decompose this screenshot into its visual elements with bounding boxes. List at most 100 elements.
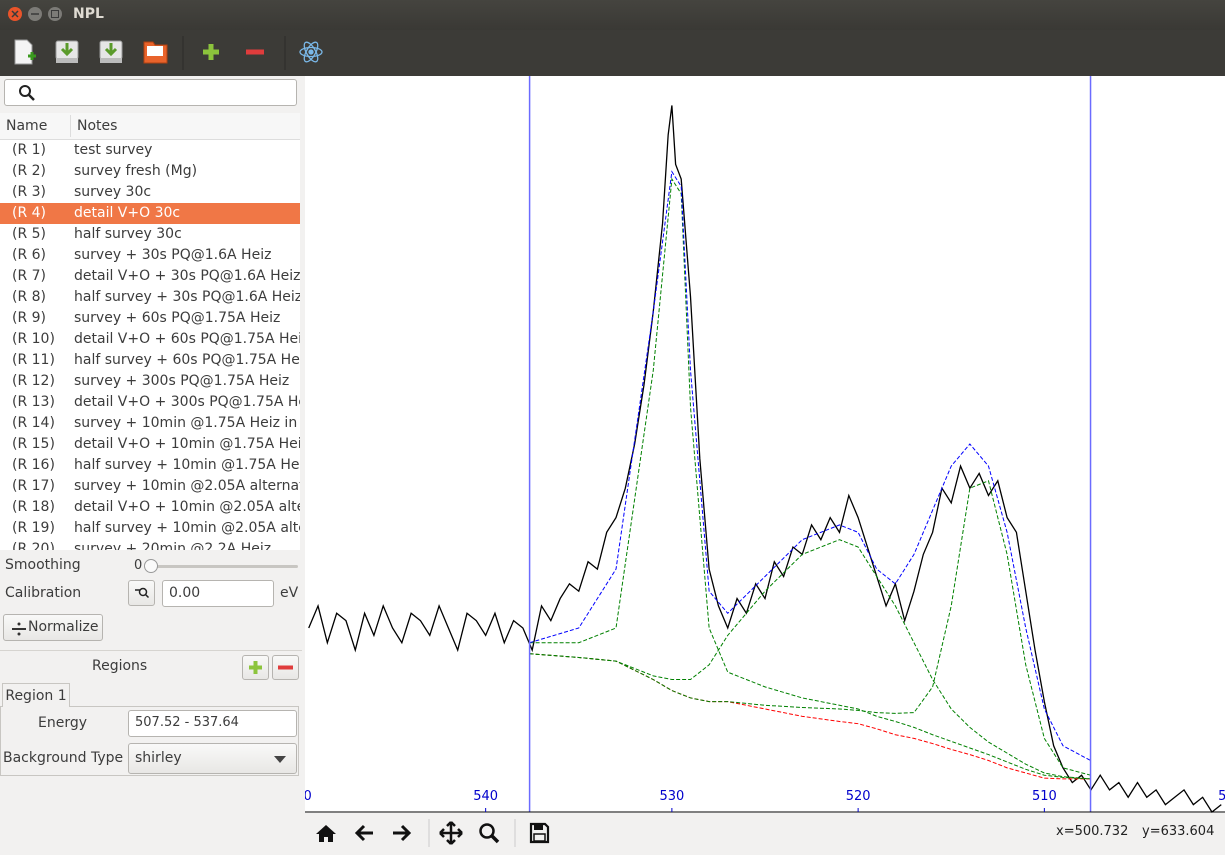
x-tick-label: 550 (305, 789, 312, 804)
calibration-value: 0.00 (169, 585, 201, 601)
x-tick-label: 540 (473, 789, 498, 804)
row-notes: survey + 10min @2.05A alternatin (74, 478, 300, 494)
table-row[interactable]: (R 17) survey + 10min @2.05A alternatin (0, 476, 300, 497)
open-button[interactable] (143, 41, 168, 64)
header-name[interactable]: Name (6, 118, 48, 134)
window-title: NPL (73, 6, 104, 22)
row-notes: detail V+O + 30s PQ@1.6A Heiz (74, 268, 300, 284)
table-row[interactable]: (R 4) detail V+O 30c (0, 203, 300, 224)
row-notes: detail V+O + 10min @2.05A altern (74, 499, 300, 515)
row-notes: survey + 20min @2.2A Heiz (74, 541, 272, 550)
slider-handle[interactable] (144, 559, 158, 573)
table-row[interactable]: (R 18) detail V+O + 10min @2.05A altern (0, 497, 300, 518)
row-notes: detail V+O 30c (74, 205, 181, 221)
zoom-button[interactable] (479, 823, 500, 844)
x-tick-label: 530 (659, 789, 684, 804)
row-name: (R 9) (12, 310, 47, 326)
row-name: (R 3) (12, 184, 47, 200)
atom-button[interactable] (299, 40, 323, 64)
energy-label: Energy (38, 715, 88, 731)
table-row[interactable]: (R 20) survey + 20min @2.2A Heiz (0, 539, 300, 550)
header-notes[interactable]: Notes (77, 118, 118, 134)
row-name: (R 4) (12, 205, 47, 221)
table-row[interactable]: (R 7) detail V+O + 30s PQ@1.6A Heiz (0, 266, 300, 287)
row-name: (R 6) (12, 247, 47, 263)
export-button[interactable] (99, 40, 123, 63)
import-button[interactable] (55, 40, 79, 63)
normalize-label: Normalize (28, 619, 99, 635)
search-box[interactable] (4, 79, 297, 106)
add-region-button[interactable] (242, 655, 269, 680)
plot-toolbar (305, 813, 1225, 851)
fit-curve (529, 653, 1091, 780)
normalize-button[interactable]: Normalize (3, 614, 103, 641)
row-notes: test survey (74, 142, 153, 158)
table-row[interactable]: (R 3) survey 30c (0, 182, 300, 203)
spectrum-line (308, 105, 1222, 813)
energy-value: 507.52 - 537.64 (135, 715, 239, 730)
dropdown-arrow (274, 756, 286, 763)
row-name: (R 19) (12, 520, 55, 536)
table-row[interactable]: (R 2) survey fresh (Mg) (0, 161, 300, 182)
table-header: Name Notes (0, 113, 300, 140)
table-row[interactable]: (R 6) survey + 30s PQ@1.6A Heiz (0, 245, 300, 266)
background-combo[interactable]: shirley (128, 743, 297, 774)
window-buttons (8, 7, 62, 21)
table-row[interactable]: (R 14) survey + 10min @1.75A Heiz in 5e- (0, 413, 300, 434)
spectra-table: (R 1) test survey (R 2) survey fresh (Mg) (R… (0, 140, 300, 550)
calibration-label: Calibration (5, 585, 82, 601)
fit-curve (529, 177, 1091, 780)
row-name: (R 16) (12, 457, 55, 473)
search-icon (19, 85, 35, 101)
status-x: x=500.732 (1056, 824, 1129, 839)
region-tab-label: Region 1 (5, 688, 67, 704)
table-row[interactable]: (R 15) detail V+O + 10min @1.75A Heiz in (0, 434, 300, 455)
pan-button[interactable] (439, 821, 463, 845)
calibration-input[interactable]: 0.00 (162, 580, 274, 607)
row-name: (R 1) (12, 142, 47, 158)
smoothing-label: Smoothing (5, 557, 81, 573)
fit-curve (529, 480, 1091, 776)
back-button[interactable] (354, 824, 373, 842)
calibration-pick-button[interactable] (128, 580, 155, 606)
table-row[interactable]: (R 11) half survey + 60s PQ@1.75A Heiz (0, 350, 300, 371)
energy-input[interactable]: 507.52 - 537.64 (128, 710, 297, 737)
forward-button[interactable] (393, 824, 412, 842)
toolbar (0, 30, 1225, 76)
row-notes: half survey + 10min @1.75A Heiz i (74, 457, 300, 473)
new-button[interactable] (14, 39, 36, 65)
x-tick-label: 520 (846, 789, 871, 804)
row-notes: survey + 10min @1.75A Heiz in 5e- (74, 415, 300, 431)
divide-icon (12, 622, 26, 636)
row-notes: half survey + 60s PQ@1.75A Heiz (74, 352, 300, 368)
maximize-button[interactable] (48, 7, 62, 21)
row-notes: survey 30c (74, 184, 152, 200)
region-tab[interactable]: Region 1 (2, 683, 70, 707)
table-row[interactable]: (R 10) detail V+O + 60s PQ@1.75A Heiz (0, 329, 300, 350)
row-name: (R 8) (12, 289, 47, 305)
title-bar: NPL (0, 0, 1225, 30)
remove-region-button[interactable] (272, 655, 299, 680)
row-name: (R 13) (12, 394, 55, 410)
table-row[interactable]: (R 16) half survey + 10min @1.75A Heiz i (0, 455, 300, 476)
row-notes: survey fresh (Mg) (74, 163, 198, 179)
row-notes: detail V+O + 10min @1.75A Heiz in (74, 436, 300, 452)
home-button[interactable] (316, 825, 336, 842)
add-button[interactable] (203, 44, 219, 60)
table-row[interactable]: (R 5) half survey 30c (0, 224, 300, 245)
row-notes: survey + 60s PQ@1.75A Heiz (74, 310, 281, 326)
row-notes: detail V+O + 60s PQ@1.75A Heiz (74, 331, 300, 347)
plus-icon (249, 661, 262, 674)
table-row[interactable]: (R 1) test survey (0, 140, 300, 161)
row-name: (R 10) (12, 331, 55, 347)
save-button[interactable] (529, 822, 550, 844)
row-notes: survey + 30s PQ@1.6A Heiz (74, 247, 272, 263)
table-row[interactable]: (R 19) half survey + 10min @2.05A alterr (0, 518, 300, 539)
table-row[interactable]: (R 9) survey + 60s PQ@1.75A Heiz (0, 308, 300, 329)
table-row[interactable]: (R 13) detail V+O + 300s PQ@1.75A Heiz (0, 392, 300, 413)
table-row[interactable]: (R 8) half survey + 30s PQ@1.6A Heiz (0, 287, 300, 308)
plot-area: 550 540 530 520 510 500 (305, 76, 1225, 813)
smoothing-slider[interactable] (145, 565, 298, 568)
table-row[interactable]: (R 12) survey + 300s PQ@1.75A Heiz (0, 371, 300, 392)
row-name: (R 7) (12, 268, 47, 284)
